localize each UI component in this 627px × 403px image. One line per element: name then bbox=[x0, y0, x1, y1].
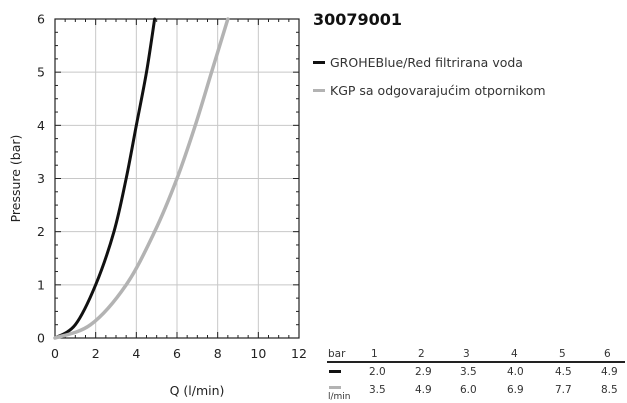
table-cell: 6.9 bbox=[507, 384, 524, 396]
x-tick-label: 4 bbox=[132, 346, 140, 361]
y-tick-label: 0 bbox=[37, 331, 45, 346]
y-axis-label: Pressure (bar) bbox=[8, 135, 23, 223]
table-pressure-3: 3 bbox=[463, 348, 470, 360]
table-header-bar: bar bbox=[328, 348, 346, 360]
table-pressure-5: 5 bbox=[559, 348, 566, 360]
table-cell: 4.0 bbox=[507, 366, 524, 378]
table-cell: 2.0 bbox=[369, 366, 386, 378]
legend-item-grohe: GROHEBlue/Red filtrirana voda bbox=[313, 55, 523, 70]
x-axis-label: Q (l/min) bbox=[170, 383, 225, 398]
legend-swatch-gray bbox=[313, 89, 325, 92]
y-tick-label: 4 bbox=[37, 118, 45, 133]
y-tick-label: 6 bbox=[37, 12, 45, 27]
table-cell: 4.9 bbox=[601, 366, 618, 378]
x-tick-label: 0 bbox=[51, 346, 59, 361]
table-pressure-4: 4 bbox=[511, 348, 518, 360]
y-tick-label: 1 bbox=[37, 277, 45, 292]
legend-swatch-black bbox=[313, 61, 325, 64]
table-swatch-gray bbox=[329, 386, 341, 389]
legend-item-kgp: KGP sa odgovarajućim otpornikom bbox=[313, 83, 546, 98]
table-pressure-2: 2 bbox=[418, 348, 425, 360]
table-cell: 3.5 bbox=[369, 384, 386, 396]
table-pressure-1: 1 bbox=[371, 348, 378, 360]
y-tick-label: 3 bbox=[37, 171, 45, 186]
y-tick-label: 2 bbox=[37, 224, 45, 239]
table-cell: 4.9 bbox=[415, 384, 432, 396]
x-tick-label: 12 bbox=[291, 346, 307, 361]
table-cell: 4.5 bbox=[555, 366, 572, 378]
table-units-label: l/min bbox=[328, 392, 351, 402]
table-swatch-black bbox=[329, 370, 341, 373]
x-tick-label: 8 bbox=[214, 346, 222, 361]
x-tick-label: 6 bbox=[173, 346, 181, 361]
legend-label-grohe: GROHEBlue/Red filtrirana voda bbox=[330, 55, 523, 70]
y-tick-label: 5 bbox=[37, 65, 45, 80]
legend-label-kgp: KGP sa odgovarajućim otpornikom bbox=[330, 83, 546, 98]
series-line-grohe bbox=[53, 17, 157, 340]
table-cell: 3.5 bbox=[460, 366, 477, 378]
x-tick-label: 10 bbox=[250, 346, 266, 361]
table-cell: 8.5 bbox=[601, 384, 618, 396]
series-line-kgp bbox=[53, 17, 230, 340]
x-tick-label: 2 bbox=[92, 346, 100, 361]
table-cell: 6.0 bbox=[460, 384, 477, 396]
chart-title: 30079001 bbox=[313, 10, 403, 29]
table-pressure-6: 6 bbox=[604, 348, 611, 360]
table-rule bbox=[327, 361, 625, 363]
table-cell: 7.7 bbox=[555, 384, 572, 396]
table-cell: 2.9 bbox=[415, 366, 432, 378]
